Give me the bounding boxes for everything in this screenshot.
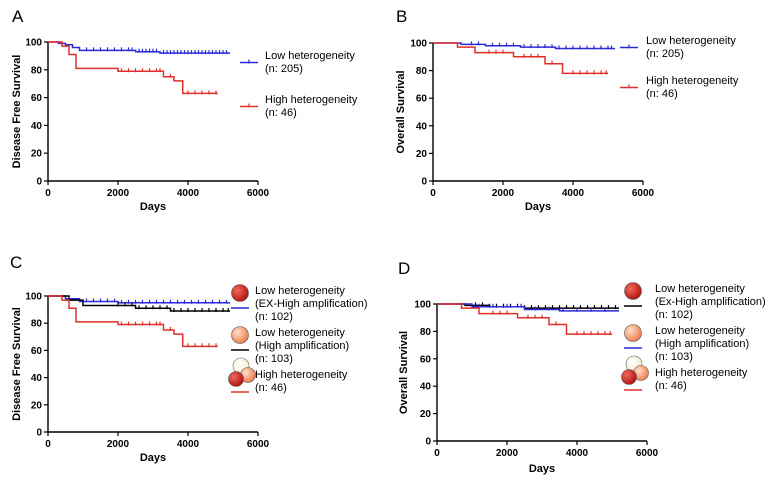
legend-ball-icon: [228, 371, 244, 387]
x-axis-label: Days: [140, 452, 166, 464]
x-tick-label: 6000: [247, 439, 270, 450]
y-tick-label: 60: [420, 354, 432, 365]
x-tick-label: 0: [434, 448, 440, 459]
legend-label: (n: 205): [265, 63, 303, 75]
y-tick-label: 80: [420, 327, 432, 338]
panel-letter: D: [398, 259, 410, 278]
panel-c: C 0 20 40 60 80 100 0 2000 4000 6000 Days Disease Fr…: [10, 253, 367, 464]
legend-label: Low heterogeneity: [265, 50, 355, 62]
x-tick-label: 4000: [177, 188, 200, 199]
legend-label: (n: 205): [646, 48, 684, 60]
y-tick-label: 40: [420, 382, 432, 393]
legend-label: High heterogeneity: [265, 94, 358, 106]
survival-curve: [433, 42, 615, 50]
legend-ball-icon: [624, 282, 642, 300]
legend-label: (n: 46): [255, 382, 287, 394]
y-tick-label: 0: [36, 428, 42, 439]
y-tick-label: 100: [25, 292, 42, 303]
x-tick-label: 6000: [636, 448, 659, 459]
y-tick-label: 100: [414, 300, 431, 311]
legend-ball-icon: [231, 326, 249, 344]
x-tick-label: 2000: [107, 439, 130, 450]
x-axis-label: Days: [525, 201, 551, 213]
y-tick-label: 60: [31, 346, 43, 357]
legend-label: Low heterogeneity: [646, 35, 736, 47]
legend-label: Low heterogeneity: [655, 283, 745, 295]
y-axis-label: Disease Free Survival: [11, 55, 23, 169]
legend-label: (Ex-High amplification): [655, 296, 766, 308]
survival-curve: [437, 303, 619, 312]
legend-label: (n: 46): [655, 380, 687, 392]
legend-label: High heterogeneity: [655, 367, 748, 379]
x-axis-label: Days: [140, 201, 166, 213]
legend-label: (n: 46): [646, 88, 678, 100]
legend-label: Low heterogeneity: [255, 285, 345, 297]
y-axis-label: Disease Free Survival: [11, 307, 23, 421]
y-tick-label: 60: [416, 94, 428, 105]
y-tick-label: 20: [31, 149, 43, 160]
x-tick-label: 6000: [247, 188, 270, 199]
y-axis-label: Overall Survival: [398, 331, 410, 414]
y-tick-label: 20: [420, 409, 432, 420]
x-tick-label: 0: [45, 188, 51, 199]
panel-b: B 0 20 40 60 80 100 0 2000 4000 6000 Days Overall Su…: [395, 7, 739, 213]
legend-label: (n: 102): [255, 311, 293, 323]
legend-label: (n: 103): [655, 351, 693, 363]
y-tick-label: 0: [36, 177, 42, 188]
legend-label: (n: 103): [255, 353, 293, 365]
x-tick-label: 2000: [496, 448, 519, 459]
x-tick-label: 2000: [107, 188, 130, 199]
panel-d: D 0 20 40 60 80 100 0 2000 4000 6000 Days Overall Su…: [398, 259, 766, 475]
panel-letter: B: [396, 7, 407, 26]
y-tick-label: 80: [31, 65, 43, 76]
y-tick-label: 0: [421, 177, 427, 188]
legend-label: (n: 102): [655, 309, 693, 321]
x-tick-label: 2000: [492, 188, 515, 199]
panel-letter: A: [12, 7, 24, 26]
x-tick-label: 4000: [177, 439, 200, 450]
legend-label: (n: 46): [265, 107, 297, 119]
x-tick-label: 4000: [566, 448, 589, 459]
legend-label: Low heterogeneity: [655, 325, 745, 337]
y-tick-label: 20: [31, 400, 43, 411]
x-tick-label: 4000: [562, 188, 585, 199]
legend-label: Low heterogeneity: [255, 327, 345, 339]
y-tick-label: 100: [410, 39, 427, 50]
legend-ball-icon: [621, 369, 637, 385]
y-axis-label: Overall Survival: [395, 70, 407, 153]
y-tick-label: 80: [416, 66, 428, 77]
x-tick-label: 6000: [632, 188, 655, 199]
legend-ball-icon: [624, 324, 642, 342]
y-tick-label: 40: [31, 121, 43, 132]
legend-label: High heterogeneity: [646, 75, 739, 87]
survival-curve: [48, 295, 230, 312]
legend-ball-icon: [231, 284, 249, 302]
y-tick-label: 100: [25, 38, 42, 49]
y-tick-label: 0: [425, 437, 431, 448]
panel-letter: C: [10, 253, 22, 272]
survival-curve: [433, 42, 608, 75]
x-axis-label: Days: [529, 463, 555, 475]
y-tick-label: 40: [31, 373, 43, 384]
legend-label: (High amplification): [655, 338, 749, 350]
survival-curve: [437, 303, 612, 335]
legend-label: (EX-High amplification): [255, 298, 367, 310]
y-tick-label: 80: [31, 319, 43, 330]
panel-a: A 0 20 40 60 80 100 0 2000 4000 6000 Days Disease Fr…: [11, 7, 358, 213]
y-tick-label: 40: [416, 121, 428, 132]
y-tick-label: 60: [31, 93, 43, 104]
y-tick-label: 20: [416, 149, 428, 160]
survival-curve: [48, 41, 218, 95]
legend-label: (High amplification): [255, 340, 349, 352]
x-tick-label: 0: [45, 439, 51, 450]
x-tick-label: 0: [430, 188, 436, 199]
legend-label: High heterogeneity: [255, 369, 348, 381]
survival-curve: [48, 295, 218, 348]
